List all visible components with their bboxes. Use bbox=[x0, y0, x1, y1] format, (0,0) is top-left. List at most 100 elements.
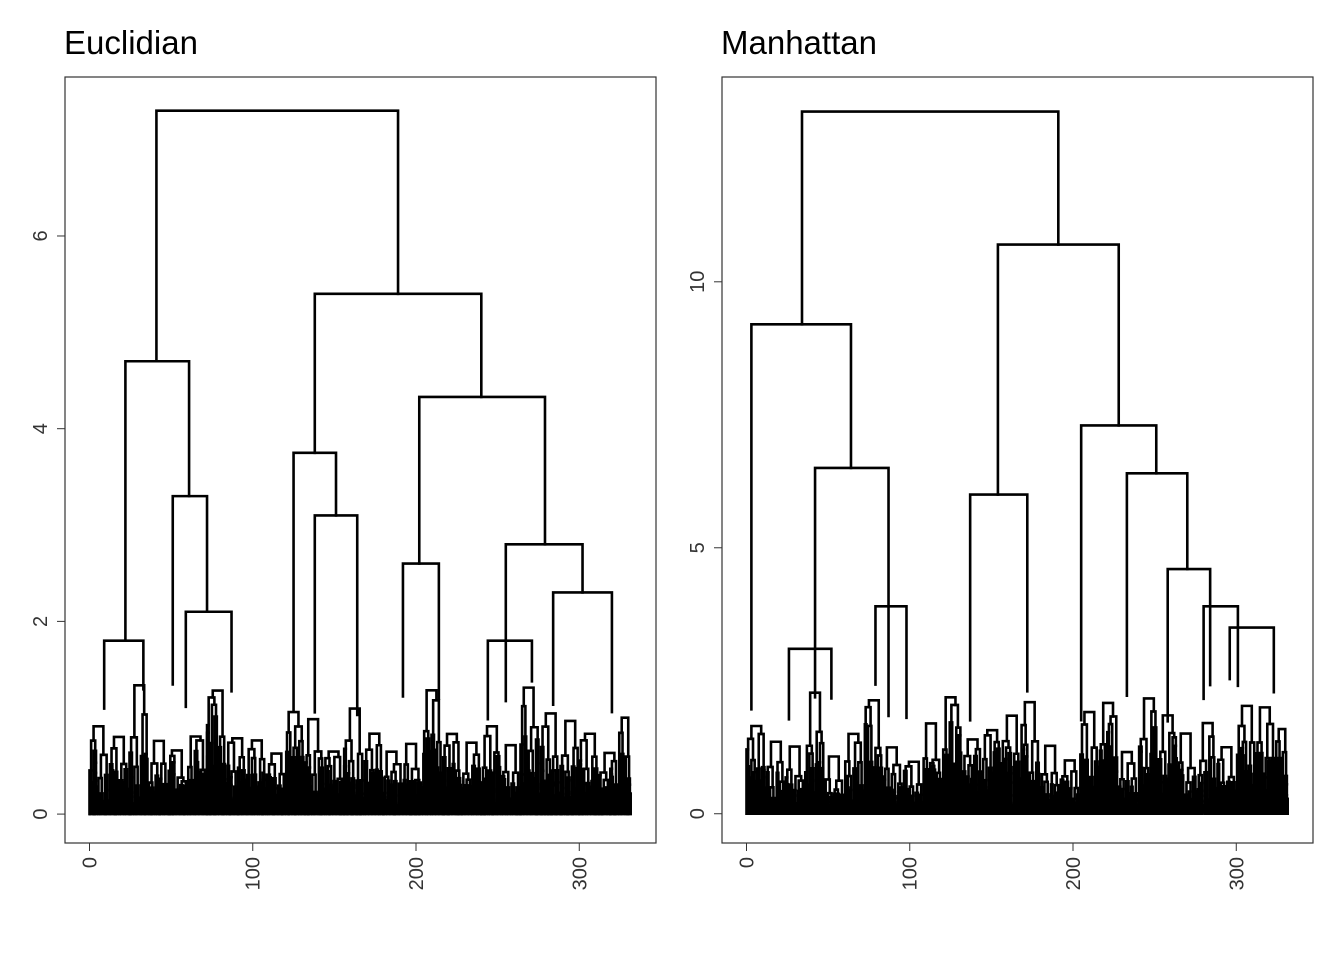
euclidian-low-merge-310 bbox=[472, 753, 481, 770]
euclidian-x-tick-label-2: 200 bbox=[406, 857, 428, 890]
manhattan-low-merge-393 bbox=[1227, 783, 1232, 816]
euclidian-low-merge-238 bbox=[375, 743, 383, 773]
manhattan-low-merge-403 bbox=[1243, 770, 1249, 816]
euclidian-low-merge-40 bbox=[124, 787, 130, 816]
euclidian-low-merge-278 bbox=[431, 748, 437, 816]
euclidian-low-merge-49 bbox=[136, 796, 141, 816]
euclidian-low-merge-58 bbox=[133, 683, 146, 739]
manhattan-low-merge-294 bbox=[1083, 710, 1096, 749]
manhattan-low-merge-263 bbox=[1043, 744, 1057, 776]
manhattan-low-merge-100 bbox=[853, 780, 858, 816]
manhattan-low-merge-107 bbox=[863, 722, 868, 816]
manhattan-low-merge-29 bbox=[765, 770, 770, 816]
euclidian-low-merge-406 bbox=[590, 779, 595, 816]
manhattan-y-tick-label-0: 0 bbox=[687, 808, 709, 819]
manhattan-low-merge-87 bbox=[832, 792, 837, 816]
euclidian-low-merge-229 bbox=[364, 781, 370, 816]
manhattan-merge-11 bbox=[1228, 626, 1276, 694]
manhattan-low-merge-411 bbox=[1255, 752, 1260, 816]
manhattan-low-merge-367 bbox=[1179, 732, 1192, 770]
euclidian-low-merge-139 bbox=[231, 737, 244, 759]
euclidian-low-merge-283 bbox=[431, 699, 441, 744]
euclidian-axes: 0 2 4 6 0 100 200 300 bbox=[30, 230, 591, 890]
manhattan-low-merge-27 bbox=[757, 732, 765, 770]
euclidian-x-tick-label-3: 300 bbox=[569, 857, 591, 890]
manhattan-low-merge-206 bbox=[992, 751, 997, 816]
euclidian-low-merge-377 bbox=[551, 755, 559, 772]
manhattan-low-merge-386 bbox=[1201, 721, 1214, 763]
euclidian-low-merge-201 bbox=[332, 779, 337, 816]
euclidian-low-merge-57 bbox=[141, 713, 148, 758]
manhattan-low-merge-333 bbox=[1145, 772, 1151, 816]
manhattan-merge-7 bbox=[1166, 567, 1212, 723]
euclidian-merge-7 bbox=[102, 639, 145, 710]
euclidian-merge-9 bbox=[313, 514, 359, 717]
manhattan-merge-6 bbox=[1125, 471, 1189, 698]
manhattan-low-merge-157 bbox=[932, 768, 937, 816]
manhattan-merge-4 bbox=[1079, 424, 1158, 722]
euclidian-low-merge-106 bbox=[189, 735, 202, 769]
manhattan-low-merge-224 bbox=[1017, 777, 1022, 816]
manhattan-low-merge-328 bbox=[1120, 750, 1134, 781]
manhattan-low-merge-288 bbox=[1080, 723, 1089, 762]
manhattan-merge-10 bbox=[1202, 604, 1240, 701]
euclidian-low-merge-284 bbox=[425, 688, 438, 733]
euclidian-merge-4 bbox=[417, 395, 547, 565]
manhattan-merge-8 bbox=[874, 604, 908, 720]
manhattan-merge-2 bbox=[996, 243, 1121, 496]
manhattan-low-merge-332 bbox=[1142, 784, 1147, 816]
manhattan-low-merge-113 bbox=[873, 766, 878, 816]
manhattan-low-merge-50 bbox=[796, 789, 801, 816]
euclidian-low-merge-299 bbox=[445, 732, 459, 747]
manhattan-low-merge-414 bbox=[1256, 741, 1263, 755]
euclidian-low-merge-187 bbox=[314, 792, 319, 816]
euclidian-low-merge-333 bbox=[506, 797, 512, 816]
manhattan-low-merge-28 bbox=[750, 724, 763, 741]
manhattan-low-merge-165 bbox=[924, 722, 938, 762]
euclidian-low-merge-142 bbox=[253, 785, 259, 816]
manhattan-merge-9 bbox=[787, 647, 833, 721]
euclidian-low-merge-132 bbox=[226, 741, 236, 773]
euclidian-low-merge-274 bbox=[422, 752, 427, 816]
manhattan-low-merge-295 bbox=[1098, 749, 1103, 816]
manhattan-low-merge-353 bbox=[1161, 714, 1174, 754]
manhattan-merge-1 bbox=[750, 323, 853, 711]
euclidian-y-tick-label-3: 6 bbox=[30, 230, 52, 241]
euclidian-low-merge-245 bbox=[389, 783, 394, 816]
euclidian-plot-frame bbox=[64, 76, 657, 844]
manhattan-low-merge-39 bbox=[769, 740, 783, 769]
euclidian-merge-1 bbox=[124, 359, 191, 642]
euclidian-low-merge-311 bbox=[465, 741, 478, 775]
manhattan-low-merge-406 bbox=[1248, 783, 1254, 816]
manhattan-low-merge-419 bbox=[1271, 767, 1276, 816]
manhattan-y-tick-label-1: 5 bbox=[687, 542, 709, 553]
euclidian-merge-11 bbox=[551, 591, 614, 714]
euclidian-low-merge-253 bbox=[399, 793, 404, 816]
manhattan-low-merge-344 bbox=[1163, 777, 1169, 816]
euclidian-low-merge-235 bbox=[374, 768, 379, 816]
euclidian-low-merge-273 bbox=[404, 742, 418, 771]
euclidian-y-tick-label-2: 4 bbox=[30, 423, 52, 434]
euclidian-merge-12 bbox=[486, 639, 534, 721]
manhattan-low-merge-247 bbox=[1039, 786, 1045, 816]
manhattan-low-merge-278 bbox=[1075, 793, 1081, 816]
euclidian-low-merge-136 bbox=[242, 778, 247, 816]
euclidian-panel: Euclidian 0 2 4 6 0 100 200 300 bbox=[30, 24, 657, 890]
manhattan-low-merge-21 bbox=[757, 779, 762, 816]
manhattan-low-merge-84 bbox=[829, 795, 834, 816]
manhattan-merge-3 bbox=[813, 466, 890, 718]
manhattan-low-merge-408 bbox=[1252, 772, 1257, 816]
euclidian-low-merge-330 bbox=[485, 724, 499, 754]
manhattan-y-tick-label-2: 10 bbox=[687, 271, 709, 293]
manhattan-low-merge-76 bbox=[808, 691, 822, 748]
manhattan-low-merge-291 bbox=[1095, 765, 1100, 816]
euclidian-low-merge-441 bbox=[620, 716, 630, 758]
manhattan-low-merge-398 bbox=[1220, 745, 1233, 779]
euclidian-merge-3 bbox=[292, 451, 338, 713]
euclidian-low-merge-348 bbox=[526, 769, 531, 816]
euclidian-low-merge-28 bbox=[92, 724, 105, 757]
euclidian-low-merge-99 bbox=[195, 760, 200, 816]
euclidian-low-merge-96 bbox=[190, 780, 195, 816]
manhattan-low-merge-106 bbox=[847, 732, 860, 763]
